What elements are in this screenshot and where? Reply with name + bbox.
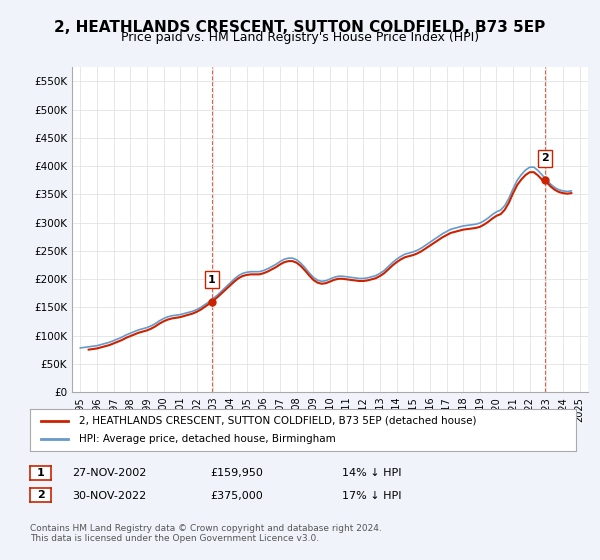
Text: HPI: Average price, detached house, Birmingham: HPI: Average price, detached house, Birm…	[79, 434, 336, 444]
Text: Price paid vs. HM Land Registry's House Price Index (HPI): Price paid vs. HM Land Registry's House …	[121, 31, 479, 44]
Text: 14% ↓ HPI: 14% ↓ HPI	[342, 468, 401, 478]
Text: 2, HEATHLANDS CRESCENT, SUTTON COLDFIELD, B73 5EP: 2, HEATHLANDS CRESCENT, SUTTON COLDFIELD…	[55, 20, 545, 35]
Text: £375,000: £375,000	[210, 491, 263, 501]
Text: 2: 2	[541, 153, 548, 163]
Text: £159,950: £159,950	[210, 468, 263, 478]
Text: 2, HEATHLANDS CRESCENT, SUTTON COLDFIELD, B73 5EP (detached house): 2, HEATHLANDS CRESCENT, SUTTON COLDFIELD…	[79, 416, 476, 426]
Text: 1: 1	[208, 275, 215, 284]
Text: 17% ↓ HPI: 17% ↓ HPI	[342, 491, 401, 501]
Text: 1: 1	[37, 468, 44, 478]
Text: 27-NOV-2002: 27-NOV-2002	[72, 468, 146, 478]
Text: 2: 2	[37, 491, 44, 500]
Text: 30-NOV-2022: 30-NOV-2022	[72, 491, 146, 501]
Text: Contains HM Land Registry data © Crown copyright and database right 2024.
This d: Contains HM Land Registry data © Crown c…	[30, 524, 382, 543]
